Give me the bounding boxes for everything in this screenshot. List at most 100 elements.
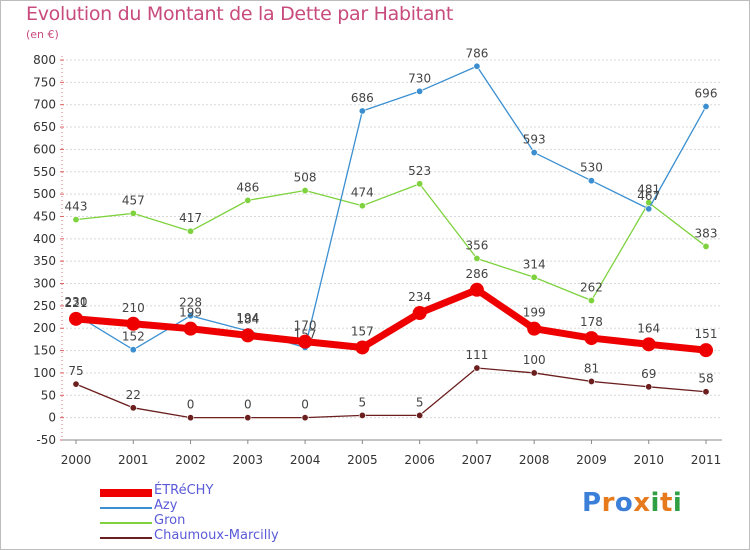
data-label: 286 <box>465 267 488 281</box>
y-tick-label: 250 <box>33 299 56 313</box>
series-line <box>72 286 710 354</box>
x-tick-label: 2006 <box>404 453 435 467</box>
data-label: 199 <box>523 306 546 320</box>
data-point <box>72 380 80 388</box>
data-point <box>69 311 83 326</box>
logo-letter: P <box>582 488 602 518</box>
data-label: 0 <box>244 398 252 412</box>
data-point <box>244 196 252 204</box>
data-point <box>301 187 309 195</box>
data-point <box>72 216 80 224</box>
data-point <box>129 209 137 217</box>
data-label: 467 <box>637 189 660 203</box>
data-point <box>473 254 481 262</box>
x-tick-label: 2008 <box>519 453 550 467</box>
data-label: 730 <box>408 71 431 85</box>
data-label: 481 <box>637 183 660 197</box>
data-label: 184 <box>236 312 259 326</box>
data-point <box>126 316 141 331</box>
data-label: 58 <box>698 372 713 386</box>
data-label: 696 <box>695 86 718 100</box>
data-point <box>416 411 424 419</box>
data-point <box>527 321 542 336</box>
data-point <box>473 62 481 70</box>
plot-area <box>62 60 722 440</box>
data-label: 686 <box>351 91 374 105</box>
data-label: 5 <box>416 395 424 409</box>
data-label: 199 <box>179 306 202 320</box>
proxiti-logo: Proxiti <box>582 488 682 518</box>
data-point <box>587 177 595 185</box>
data-point <box>187 227 195 235</box>
data-label: 157 <box>351 324 374 338</box>
legend-label: Gron <box>154 513 186 528</box>
series-line <box>75 65 707 351</box>
data-label: 383 <box>695 226 718 240</box>
data-label: 228 <box>179 296 202 310</box>
legend-swatch <box>100 537 152 539</box>
data-label: 234 <box>408 290 431 304</box>
x-tick-label: 2010 <box>633 453 664 467</box>
data-point <box>358 411 366 419</box>
logo-letter: x <box>633 488 651 518</box>
data-label: 474 <box>351 186 374 200</box>
data-label: 230 <box>65 295 88 309</box>
y-tick-label: 550 <box>33 165 56 179</box>
legend-swatch <box>100 489 152 497</box>
data-point <box>416 87 424 95</box>
y-tick-label: 350 <box>33 254 56 268</box>
chart-unit-label: (en €) <box>26 28 59 41</box>
x-tick-label: 2001 <box>118 453 149 467</box>
data-label: 786 <box>465 46 488 60</box>
y-tick-label: 450 <box>33 209 56 223</box>
y-tick-label: 700 <box>33 98 56 112</box>
data-label: 5 <box>359 395 367 409</box>
y-tick-label: 400 <box>33 232 56 246</box>
data-label: 164 <box>637 321 660 335</box>
data-point <box>240 328 255 343</box>
data-point <box>358 202 366 210</box>
data-label: 530 <box>580 161 603 175</box>
data-label: 151 <box>695 327 718 341</box>
data-label: 210 <box>122 301 145 315</box>
y-tick-label: 600 <box>33 142 56 156</box>
data-point <box>469 282 484 297</box>
data-label: 262 <box>580 281 603 295</box>
data-point <box>129 346 137 354</box>
x-tick-label: 2005 <box>347 453 378 467</box>
data-point <box>183 321 198 336</box>
y-tick-label: 800 <box>33 53 56 67</box>
data-point <box>358 107 366 115</box>
legend-label: Azy <box>154 498 178 513</box>
data-point <box>416 180 424 188</box>
data-label: 194 <box>236 311 259 325</box>
series-line <box>75 183 707 302</box>
data-label: 314 <box>523 257 546 271</box>
data-point <box>530 273 538 281</box>
logo-letter: t <box>659 488 673 518</box>
y-tick-label: 150 <box>33 344 56 358</box>
data-point <box>187 414 195 422</box>
series-line <box>75 367 707 419</box>
data-label: 100 <box>523 353 546 367</box>
data-label: 221 <box>65 296 88 310</box>
logo-letter: i <box>650 488 660 518</box>
data-point <box>587 377 595 385</box>
data-label: 356 <box>465 238 488 252</box>
data-point <box>244 414 252 422</box>
data-label: 75 <box>68 364 83 378</box>
legend-label: Chaumoux-Marcilly <box>154 528 279 543</box>
x-tick-label: 2000 <box>61 453 92 467</box>
legend-swatch <box>100 522 152 524</box>
y-tick-label: 650 <box>33 120 56 134</box>
data-point <box>645 205 653 213</box>
data-label: 81 <box>584 361 599 375</box>
y-tick-label: 300 <box>33 277 56 291</box>
data-point <box>699 343 713 358</box>
data-point <box>298 334 313 349</box>
logo-letter: i <box>672 488 683 518</box>
data-point <box>187 312 195 320</box>
data-point <box>702 102 710 110</box>
data-label: 22 <box>126 388 141 402</box>
